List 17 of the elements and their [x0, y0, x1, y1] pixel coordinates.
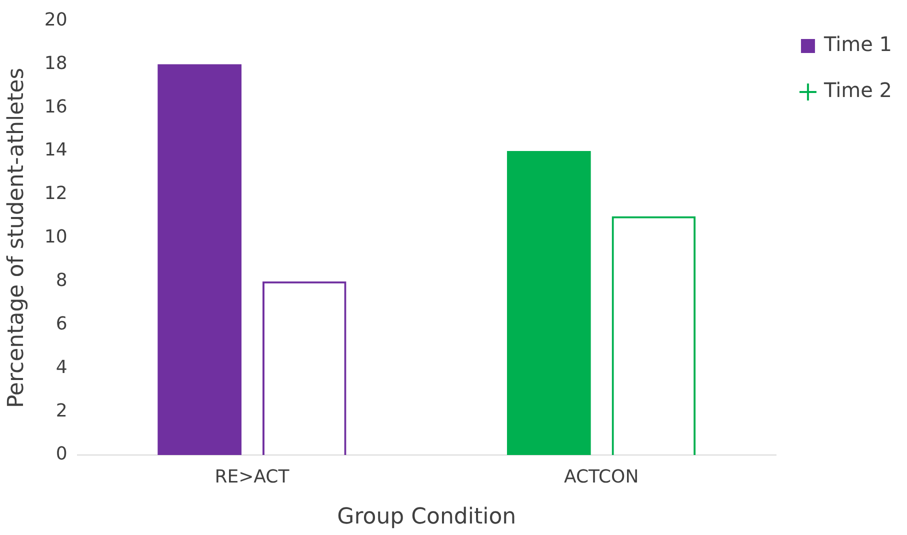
- legend-label: Time 1: [822, 32, 892, 56]
- y-tick-label: 12: [44, 183, 68, 204]
- y-tick-label: 2: [56, 400, 68, 422]
- x-tick-label: ACTCON: [564, 466, 639, 488]
- legend-label: Time 2: [822, 78, 892, 102]
- y-tick-label: 16: [44, 96, 68, 118]
- y-tick-label: 18: [44, 52, 68, 74]
- y-tick-label: 4: [56, 356, 68, 378]
- y-tick-label: 6: [56, 313, 68, 334]
- y-tick-label: 10: [44, 226, 68, 248]
- x-axis-title: Group Condition: [337, 504, 516, 530]
- y-tick-label: 20: [44, 9, 68, 30]
- y-tick-label: 8: [56, 270, 68, 291]
- y-axis-title: Percentage of student-athletes: [4, 68, 29, 408]
- y-tick-label: 14: [44, 140, 68, 161]
- y-tick-label: 0: [56, 444, 68, 465]
- x-tick-label: RE>ACT: [214, 466, 290, 488]
